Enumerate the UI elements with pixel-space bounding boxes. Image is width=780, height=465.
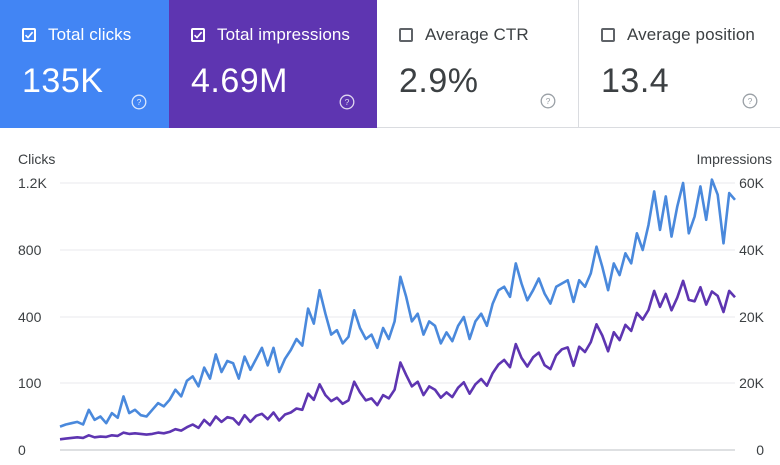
left-axis-ticks: 0 100 400 800 1.2K (18, 175, 47, 458)
right-tick-label: 60K (739, 175, 765, 191)
card-value: 135K (22, 62, 104, 100)
clicks-series-line[interactable] (59, 178, 736, 428)
series-lines (59, 178, 736, 441)
checkbox-checked-icon[interactable] (191, 28, 205, 42)
total-clicks-card[interactable]: Total clicks 135K ? (0, 0, 169, 128)
average-ctr-card[interactable]: Average CTR 2.9% ? (377, 0, 579, 128)
gridlines (60, 182, 735, 451)
average-position-card[interactable]: Average position 13.4 ? (579, 0, 780, 128)
card-value: 13.4 (601, 62, 670, 100)
info-icon[interactable]: ? (339, 94, 355, 110)
right-tick-label: 40K (739, 242, 765, 258)
performance-chart: Clicks Impressions 0 100 400 800 1.2K 0 20K 20… (0, 128, 780, 460)
info-icon[interactable]: ? (540, 93, 556, 109)
total-impressions-card[interactable]: Total impressions 4.69M ? (169, 0, 377, 128)
left-tick-label: 100 (18, 375, 42, 391)
left-tick-label: 0 (18, 442, 26, 458)
svg-text:?: ? (748, 96, 753, 106)
impressions-series-line[interactable] (59, 279, 736, 441)
right-tick-label: 20K (739, 375, 765, 391)
card-label: Average position (627, 25, 755, 44)
checkbox-checked-icon[interactable] (22, 28, 36, 42)
card-value: 2.9% (399, 62, 479, 100)
metric-cards: Total clicks 135K ? Total impressions 4.… (0, 0, 780, 128)
card-label: Total clicks (48, 25, 132, 44)
svg-text:?: ? (137, 97, 142, 107)
checkbox-unchecked-icon[interactable] (601, 28, 615, 42)
info-icon[interactable]: ? (742, 93, 758, 109)
right-axis-title: Impressions (697, 151, 772, 167)
info-icon[interactable]: ? (131, 94, 147, 110)
right-tick-label: 20K (739, 309, 765, 325)
chart-svg: Clicks Impressions 0 100 400 800 1.2K 0 20K 20… (18, 151, 772, 458)
card-label: Average CTR (425, 25, 529, 44)
left-tick-label: 800 (18, 242, 42, 258)
right-axis-ticks: 0 20K 20K 40K 60K (739, 175, 765, 458)
right-tick-label: 0 (756, 442, 764, 458)
svg-text:?: ? (345, 97, 350, 107)
checkbox-unchecked-icon[interactable] (399, 28, 413, 42)
left-tick-label: 400 (18, 309, 42, 325)
left-axis-title: Clicks (18, 151, 55, 167)
card-value: 4.69M (191, 62, 288, 100)
svg-text:?: ? (546, 96, 551, 106)
left-tick-label: 1.2K (18, 175, 47, 191)
card-label: Total impressions (217, 25, 351, 44)
